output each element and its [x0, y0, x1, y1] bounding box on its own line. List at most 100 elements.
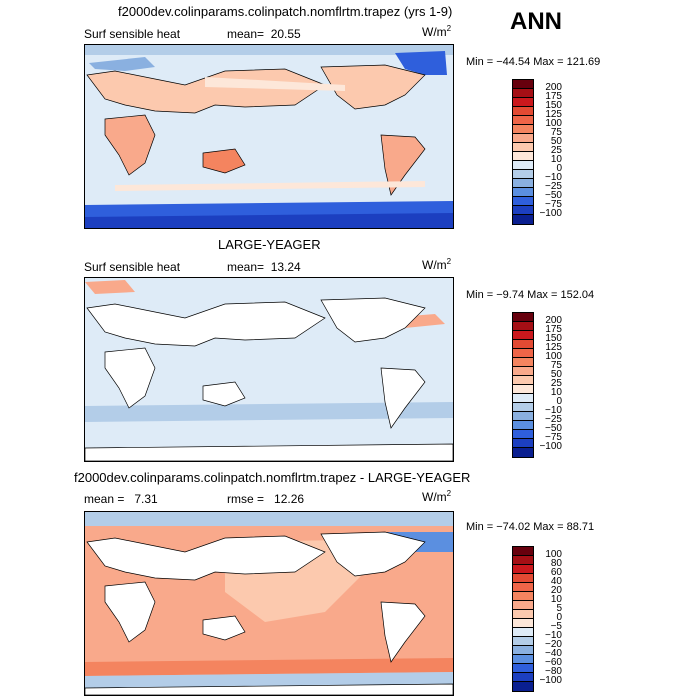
season-label: ANN	[510, 8, 562, 35]
panel2-south-america	[380, 367, 426, 429]
panel3-units: W/m2	[422, 489, 451, 504]
panel1-cbar-box-14	[513, 206, 533, 215]
panel2-cbar-box-8	[513, 385, 533, 394]
panel1-cbar-box-8	[513, 152, 533, 161]
panel1-cbar-box-6	[513, 134, 533, 143]
panel2-tick-2: 150	[545, 333, 562, 344]
panel1-antarctica	[85, 213, 453, 228]
panel1-tick-3: 125	[545, 109, 562, 120]
panel1-tick-0: 200	[545, 82, 562, 93]
panel2-africa	[104, 347, 156, 409]
panel2-tick-13: −75	[545, 432, 562, 443]
panel1-tick-4: 100	[545, 118, 562, 129]
panel1-map	[84, 44, 454, 229]
panel3-north-america	[320, 531, 426, 577]
panel1-tick-1: 175	[545, 91, 562, 102]
panel1-cbar-box-13	[513, 197, 533, 206]
panel1-arctic-band	[85, 45, 453, 55]
panel3-mean-label: mean = 7.31	[84, 492, 158, 506]
panel1-north-america	[320, 64, 426, 110]
panel3-south-america	[380, 601, 426, 663]
panel1-units-base: W/m	[422, 25, 447, 39]
panel1-tick-8: 10	[550, 154, 562, 165]
panel1-cbar-box-1	[513, 89, 533, 98]
panel2-map	[84, 277, 454, 462]
panel1-cbar-box-7	[513, 143, 533, 152]
panel2-cbar-box-5	[513, 358, 533, 367]
panel2-cbar-ticks: 200 175 150 125 100 75 50 25 10 0 −10 −2…	[530, 312, 562, 462]
panel1-eurasia	[86, 68, 326, 114]
panel2-units-exp: 2	[446, 257, 452, 266]
panel1-cbar-box-2	[513, 98, 533, 107]
panel3-antarctica	[85, 683, 453, 695]
panel3-tick-14: −100	[539, 675, 562, 686]
panel3-units-exp: 2	[446, 489, 452, 498]
panel3-tick-9: −10	[545, 630, 562, 641]
panel3-eurasia	[86, 535, 326, 581]
panel2-cbar-box-12	[513, 421, 533, 430]
panel1-units: W/m2	[422, 24, 451, 39]
panel3-cbar-ticks: 100 80 60 40 20 10 5 0 −5 −10 −20 −40 −6…	[530, 546, 562, 696]
panel3-tick-1: 80	[550, 558, 562, 569]
panel2-cbar-box-6	[513, 367, 533, 376]
panel2-mean-value: 13.24	[270, 260, 301, 274]
panel2-cbar-box-10	[513, 403, 533, 412]
panel1-high-lat-blue	[89, 57, 155, 71]
panel3-cbar-box-9	[513, 628, 533, 637]
panel3-tick-10: −20	[545, 639, 562, 650]
panel1-cbar-box-12	[513, 188, 533, 197]
panel3-tick-12: −60	[545, 657, 562, 668]
panel3-tick-4: 20	[550, 585, 562, 596]
panel2-cbar-box-3	[513, 340, 533, 349]
panel1-tick-2: 150	[545, 100, 562, 111]
panel3-mean-name: mean =	[84, 492, 125, 506]
panel3-cbar-box-15	[513, 682, 533, 691]
panel1-tick-10: −10	[545, 172, 562, 183]
panel1-tick-9: 0	[556, 163, 562, 174]
panel3-tick-7: 0	[556, 612, 562, 623]
panel2-colorbar	[512, 312, 534, 458]
panel2-title: LARGE-YEAGER	[218, 237, 321, 252]
panel3-tick-11: −40	[545, 648, 562, 659]
panel2-tick-12: −50	[545, 423, 562, 434]
panel3-cbar-box-0	[513, 547, 533, 556]
panel3-tick-5: 10	[550, 594, 562, 605]
panel2-cbar-box-2	[513, 331, 533, 340]
panel1-cbar-box-0	[513, 80, 533, 89]
panel2-tick-7: 25	[550, 378, 562, 389]
panel3-map-svg	[85, 512, 453, 695]
panel2-cbar-box-14	[513, 439, 533, 448]
panel3-arctic-band	[85, 512, 453, 526]
panel1-africa	[104, 114, 156, 176]
panel1-ocean-streak-s	[115, 181, 425, 191]
panel1-tick-11: −25	[545, 181, 562, 192]
panel1-cbar-box-5	[513, 125, 533, 134]
panel3-map	[84, 511, 454, 696]
panel2-tick-0: 200	[545, 315, 562, 326]
panel3-cbar-box-4	[513, 583, 533, 592]
panel1-cbar-ticks: 200 175 150 125 100 75 50 25 10 0 −10 −2…	[530, 79, 562, 229]
panel3-cbar-box-14	[513, 673, 533, 682]
panel3-tick-3: 40	[550, 576, 562, 587]
panel1-tick-7: 25	[550, 145, 562, 156]
panel2-cbar-box-1	[513, 322, 533, 331]
panel1-tick-5: 75	[550, 127, 562, 138]
panel1-cbar-box-10	[513, 170, 533, 179]
panel2-map-svg	[85, 278, 453, 461]
panel2-cbar-box-15	[513, 448, 533, 457]
panel2-antarctica	[85, 443, 453, 461]
panel1-minmax: Min = −44.54 Max = 121.69	[466, 56, 601, 68]
panel3-cbar-box-11	[513, 646, 533, 655]
panel2-minmax: Min = −9.74 Max = 152.04	[466, 289, 595, 301]
panel2-mean-label: mean= 13.24	[227, 260, 301, 274]
panel1-greenland	[395, 51, 447, 75]
panel3-mean-value: 7.31	[134, 492, 158, 506]
panel2-tick-8: 10	[550, 387, 562, 398]
panel2-tick-14: −100	[539, 441, 562, 452]
panel3-rmse-label: rmse = 12.26	[227, 492, 304, 506]
panel2-cbar-box-0	[513, 313, 533, 322]
panel1-tick-13: −75	[545, 199, 562, 210]
panel1-map-svg	[85, 45, 453, 228]
panel2-cbar-box-13	[513, 430, 533, 439]
panel1-tick-6: 50	[550, 136, 562, 147]
